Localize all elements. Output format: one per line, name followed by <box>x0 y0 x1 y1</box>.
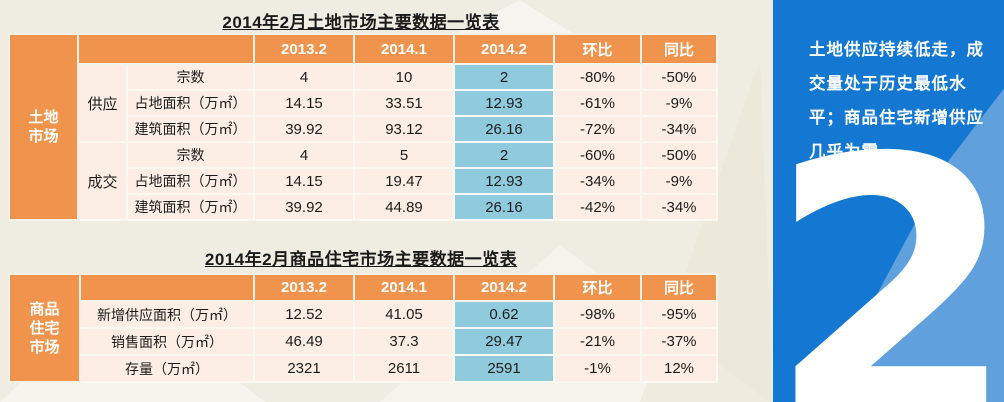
cell-value-highlight: 12.93 <box>453 89 555 117</box>
table-row: 占地面积（万㎡） 14.15 19.47 12.93 -34% -9% <box>9 167 718 195</box>
cell-value-highlight: 29.47 <box>453 327 555 356</box>
column-header-2013-2: 2013.2 <box>253 33 355 65</box>
cell-value: -37% <box>640 327 718 356</box>
cell-value: 10 <box>353 63 455 91</box>
header-spacer-cell <box>77 33 255 65</box>
cell-value: 14.15 <box>253 167 355 195</box>
cell-value-highlight: 26.16 <box>453 115 555 143</box>
cell-value: -9% <box>640 89 718 117</box>
cell-value: 2321 <box>253 354 355 383</box>
cell-value: 5 <box>353 141 455 169</box>
cell-value-highlight: 2591 <box>453 354 555 383</box>
cell-value: -80% <box>553 63 642 91</box>
cell-value: 39.92 <box>253 115 355 143</box>
row-label: 宗数 <box>126 63 255 91</box>
row-label: 占地面积（万㎡） <box>126 167 255 195</box>
cell-value: -34% <box>640 115 718 143</box>
cell-value: 93.12 <box>353 115 455 143</box>
cell-value: 14.15 <box>253 89 355 117</box>
header-spacer-cell <box>79 273 255 302</box>
land-market-table-title: 2014年2月土地市场主要数据一览表 <box>222 13 500 32</box>
cell-value: 19.47 <box>353 167 455 195</box>
row-label: 占地面积（万㎡） <box>126 89 255 117</box>
table-row: 占地面积（万㎡） 14.15 33.51 12.93 -61% -9% <box>9 89 718 117</box>
cell-value: -34% <box>553 167 642 195</box>
row-group-header-line: 市场 <box>28 128 59 145</box>
table-row: 建筑面积（万㎡） 39.92 93.12 26.16 -72% -34% <box>9 115 718 143</box>
cell-value: -1% <box>553 354 642 383</box>
land-market-table: 土地 市场 2013.2 2014.1 2014.2 环比 同比 供应 宗数 4… <box>8 33 718 221</box>
column-header-2014-1: 2014.1 <box>353 273 455 302</box>
table-row: 建筑面积（万㎡） 39.92 44.89 26.16 -42% -34% <box>9 193 718 221</box>
cell-value: -61% <box>553 89 642 117</box>
column-header-2014-2: 2014.2 <box>453 273 555 302</box>
column-header-2014-1: 2014.1 <box>353 33 455 65</box>
cell-value: 4 <box>253 141 355 169</box>
cell-value-highlight: 26.16 <box>453 193 555 221</box>
group-label-transaction: 成交 <box>77 141 128 221</box>
cell-value: 39.92 <box>253 193 355 221</box>
row-label: 建筑面积（万㎡） <box>126 193 255 221</box>
table-row: 销售面积（万㎡） 46.49 37.3 29.47 -21% -37% <box>9 327 718 356</box>
table-row: 供应 宗数 4 10 2 -80% -50% <box>9 63 718 143</box>
row-label: 存量（万㎡） <box>79 354 255 383</box>
cell-value: -72% <box>553 115 642 143</box>
cell-value-highlight: 2 <box>453 141 555 169</box>
cell-value-highlight: 12.93 <box>453 167 555 195</box>
column-header-yoy: 同比 <box>640 33 718 65</box>
row-group-header-housing-market: 商品 住宅 市场 <box>8 273 81 383</box>
cell-value: -50% <box>640 141 718 169</box>
table-header-row: 商品 住宅 市场 2013.2 2014.1 2014.2 环比 同比 <box>8 273 718 383</box>
summary-note: 土地供应持续低走，成交量处于历史最低水平；商品住宅新增供应几乎为零。 <box>809 41 984 161</box>
table-row: 成交 宗数 4 5 2 -60% -50% <box>9 141 718 221</box>
column-header-yoy: 同比 <box>640 273 718 302</box>
row-label: 建筑面积（万㎡） <box>126 115 255 143</box>
column-header-mom: 环比 <box>553 33 642 65</box>
slide-content-area: 2014年2月土地市场主要数据一览表 土地 市场 2013.2 2014.1 2… <box>8 13 718 383</box>
cell-value: -60% <box>553 141 642 169</box>
table-header-row: 土地 市场 2013.2 2014.1 2014.2 环比 同比 <box>8 33 718 221</box>
summary-sidebar: 2 土地供应持续低走，成交量处于历史最低水平；商品住宅新增供应几乎为零。 <box>773 0 1004 402</box>
section-number: 2 <box>773 82 1004 402</box>
cell-value: -34% <box>640 193 718 221</box>
cell-value: 2611 <box>353 354 455 383</box>
row-label: 销售面积（万㎡） <box>79 327 255 356</box>
table-row: 新增供应面积（万㎡） 12.52 41.05 0.62 -98% -95% <box>9 300 718 329</box>
cell-value: 12% <box>640 354 718 383</box>
cell-value: 46.49 <box>253 327 355 356</box>
housing-market-table: 商品 住宅 市场 2013.2 2014.1 2014.2 环比 同比 新增供应… <box>8 273 718 383</box>
column-header-2014-2: 2014.2 <box>453 33 555 65</box>
column-header-2013-2: 2013.2 <box>253 273 355 302</box>
housing-market-table-title: 2014年2月商品住宅市场主要数据一览表 <box>204 250 518 269</box>
row-group-header-land-market: 土地 市场 <box>8 33 79 221</box>
cell-value: -9% <box>640 167 718 195</box>
cell-value-highlight: 2 <box>453 63 555 91</box>
row-group-header-line: 住宅 <box>29 319 60 337</box>
cell-value: -95% <box>640 300 718 329</box>
row-group-header-line: 土地 <box>28 109 59 126</box>
column-header-mom: 环比 <box>553 273 642 302</box>
cell-value: 33.51 <box>353 89 455 117</box>
row-label: 新增供应面积（万㎡） <box>79 300 255 329</box>
cell-value: 12.52 <box>253 300 355 329</box>
cell-value: -21% <box>553 327 642 356</box>
row-group-header-line: 商品 <box>29 300 60 318</box>
cell-value: -42% <box>553 193 642 221</box>
cell-value: 4 <box>253 63 355 91</box>
row-group-header-line: 市场 <box>29 338 60 356</box>
cell-value: 41.05 <box>353 300 455 329</box>
cell-value: 37.3 <box>353 327 455 356</box>
row-label: 宗数 <box>126 141 255 169</box>
cell-value-highlight: 0.62 <box>453 300 555 329</box>
group-label-supply: 供应 <box>77 63 128 143</box>
cell-value: -50% <box>640 63 718 91</box>
table-row: 存量（万㎡） 2321 2611 2591 -1% 12% <box>9 354 718 383</box>
cell-value: -98% <box>553 300 642 329</box>
cell-value: 44.89 <box>353 193 455 221</box>
